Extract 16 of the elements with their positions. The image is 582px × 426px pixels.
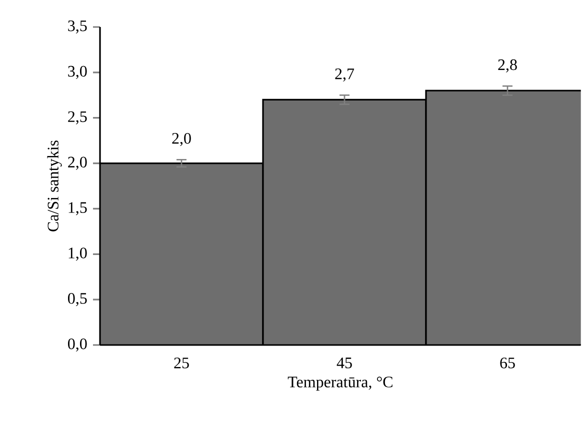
data-label: 2,8 [498,59,517,72]
y-tick-label: 3,5 [68,20,87,34]
data-label: 2,7 [335,68,354,82]
y-tick-label: 2,5 [68,111,87,124]
y-tick-label: 0,0 [68,338,87,352]
y-tick-label: 3,0 [68,66,87,79]
y-tick-label: 0,5 [68,293,87,306]
x-tick-label: 25 [174,358,189,368]
x-tick-label: 65 [500,358,515,368]
x-tick-label: 45 [336,358,352,368]
data-label: 2,0 [172,132,191,146]
y-axis-title: Ca/Si santykis [47,140,62,232]
y-tick-label: 1,0 [68,248,87,261]
x-axis-title: Temperatūra, °C [288,376,392,391]
y-tick-label: 1,5 [68,202,87,216]
y-tick-label: 2,0 [68,156,87,170]
